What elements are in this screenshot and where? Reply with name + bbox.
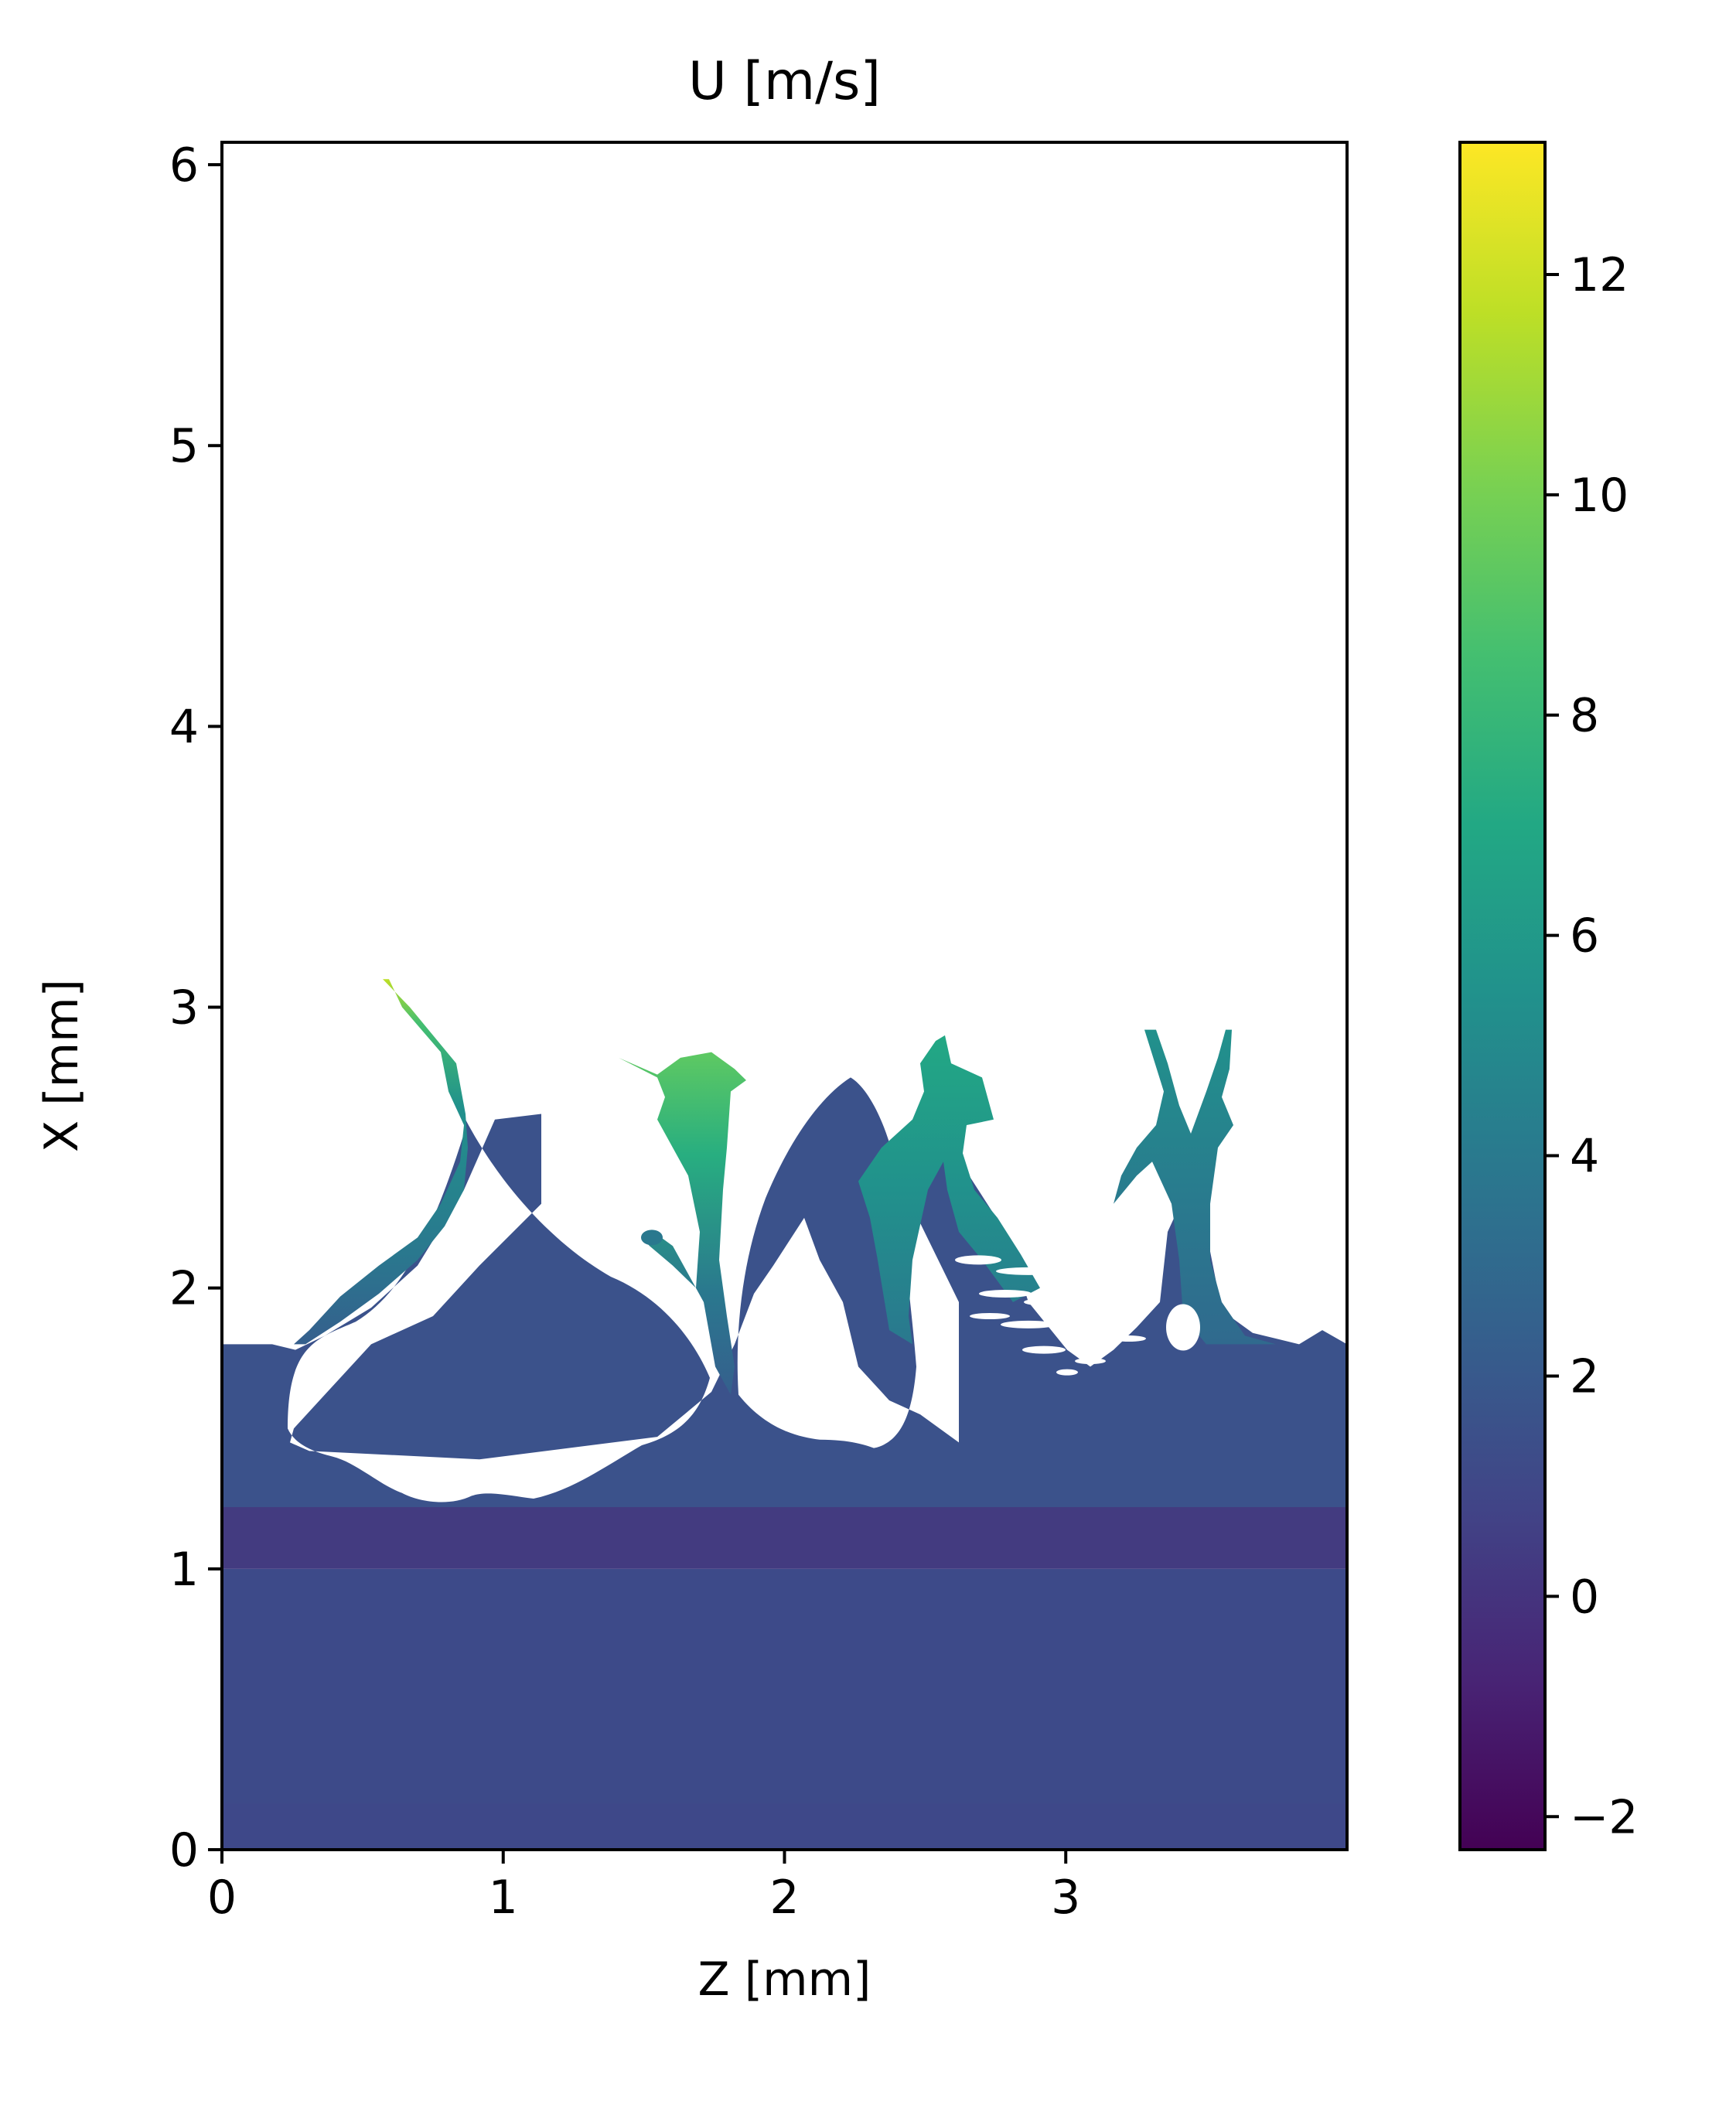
y-tick-label: 0: [169, 1823, 199, 1878]
colorbar-tick-label: 8: [1570, 689, 1599, 743]
colorbar-tick-label: 0: [1570, 1570, 1599, 1624]
bubble-hole: [1112, 1335, 1146, 1342]
bubble-hole: [1056, 1369, 1078, 1376]
bubble-holes: [955, 1255, 1200, 1376]
x-axis-label: Z [mm]: [698, 1953, 871, 2007]
y-axis-label: X [mm]: [35, 979, 89, 1152]
x-tick-label: 2: [769, 1871, 799, 1925]
bubble-hole: [1075, 1358, 1106, 1365]
ligament-1: [294, 979, 468, 1345]
colorbar-tick-label: −2: [1570, 1790, 1638, 1844]
bubble-hole: [979, 1289, 1032, 1298]
middle-band: [222, 1506, 1347, 1569]
colorbar-tick-label: 6: [1570, 909, 1599, 964]
colorbar-tick-label: 2: [1570, 1349, 1599, 1404]
bubble-hole: [1001, 1320, 1056, 1328]
bubble-hole: [1090, 1306, 1137, 1315]
bubble-hole: [970, 1313, 1010, 1319]
bubble-hole: [1166, 1304, 1200, 1351]
bottom-edge-shade: [222, 1803, 1347, 1850]
colorbar-frame: [1458, 141, 1547, 1851]
bubble-hole: [1053, 1278, 1112, 1287]
velocity-field: [222, 979, 1347, 1850]
x-tick-label: 3: [1051, 1871, 1080, 1925]
y-tick-label: 6: [169, 138, 199, 193]
upper-liquid-layer: [222, 1077, 1347, 1507]
ligament-4: [1114, 1029, 1276, 1345]
bubble-hole: [1056, 1328, 1109, 1338]
colorbar-tick-label: 10: [1570, 469, 1629, 523]
chart-title: U [m/s]: [688, 51, 881, 112]
bubble-hole: [996, 1267, 1061, 1275]
x-tick-label: 0: [207, 1871, 237, 1925]
y-tick-label: 3: [169, 981, 199, 1035]
y-tick-label: 1: [169, 1543, 199, 1597]
bottom-layer: [222, 1568, 1347, 1850]
colorbar-tick-label: 12: [1570, 248, 1629, 302]
bubble-hole: [1024, 1297, 1095, 1307]
droplet: [641, 1230, 663, 1246]
x-axis-ticks: 0 1 2 3: [207, 1850, 1080, 1925]
colorbar-tick-label: 4: [1570, 1130, 1599, 1184]
ligament-3: [858, 1035, 1040, 1345]
ligament-2: [619, 1052, 746, 1395]
bubble-hole: [1022, 1346, 1066, 1354]
bubble-hole: [955, 1255, 1001, 1265]
y-tick-label: 2: [169, 1262, 199, 1316]
colorbar: [1460, 142, 1545, 1850]
y-tick-label: 5: [169, 419, 199, 473]
x-tick-label: 1: [489, 1871, 518, 1925]
y-tick-label: 4: [169, 700, 199, 754]
y-axis-ticks: 0 1 2 3 4 5 6: [169, 138, 222, 1878]
colorbar-ticks: −2 0 2 4 6 8 10 12: [1545, 248, 1638, 1844]
